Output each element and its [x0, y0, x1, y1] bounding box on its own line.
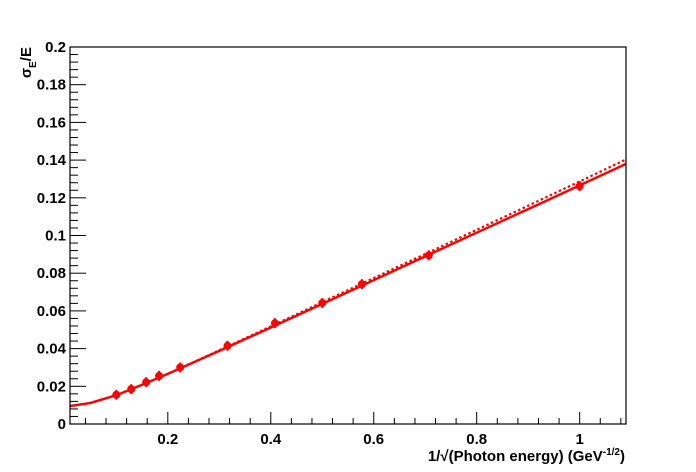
x-axis-label: 1/√(Photon energy) (GeV-1/2)	[428, 447, 625, 465]
y-tick-label: 0.1	[45, 228, 66, 245]
y-tick-label: 0.06	[37, 303, 66, 320]
y-tick-label: 0.16	[37, 114, 66, 131]
x-axis-label-end: )	[620, 448, 625, 465]
series-layer	[69, 158, 627, 408]
y-axis-label-sub: E	[28, 61, 39, 68]
x-tick-label: 0.2	[157, 431, 178, 448]
plot-frame	[69, 46, 627, 425]
y-tick-label: 0.04	[37, 341, 67, 358]
y-axis-label-text: σE/E	[18, 47, 39, 78]
x-axis-label-sup: -1/2	[603, 447, 621, 458]
y-axis-label-rest: /E	[18, 47, 35, 61]
axis-ticks	[70, 46, 622, 425]
x-tick-label: 0.4	[260, 431, 282, 448]
y-tick-label: 0.14	[37, 152, 67, 169]
x-tick-label: 0.6	[363, 431, 384, 448]
tick-labels: 0.2 0.4 0.6 0.8 1 0 0.02 0.04 0.06 0.08 0.1 0.12 0.1…	[37, 39, 584, 448]
x-axis-label-main: 1/√(Photon energy) (GeV	[428, 448, 603, 465]
y-axis-label: σE/E	[18, 47, 39, 78]
y-tick-label: 0.12	[37, 190, 66, 207]
y-tick-label: 0.18	[37, 77, 66, 94]
x-tick-label: 1	[575, 431, 583, 448]
y-tick-label: 0.2	[45, 39, 66, 56]
y-tick-label: 0.08	[37, 265, 66, 282]
fit-curve-dotted	[69, 158, 627, 408]
y-tick-label: 0	[58, 416, 66, 433]
y-axis-label-sigma: σ	[18, 68, 35, 78]
x-tick-label: 0.8	[466, 431, 487, 448]
y-tick-label: 0.02	[37, 378, 66, 395]
